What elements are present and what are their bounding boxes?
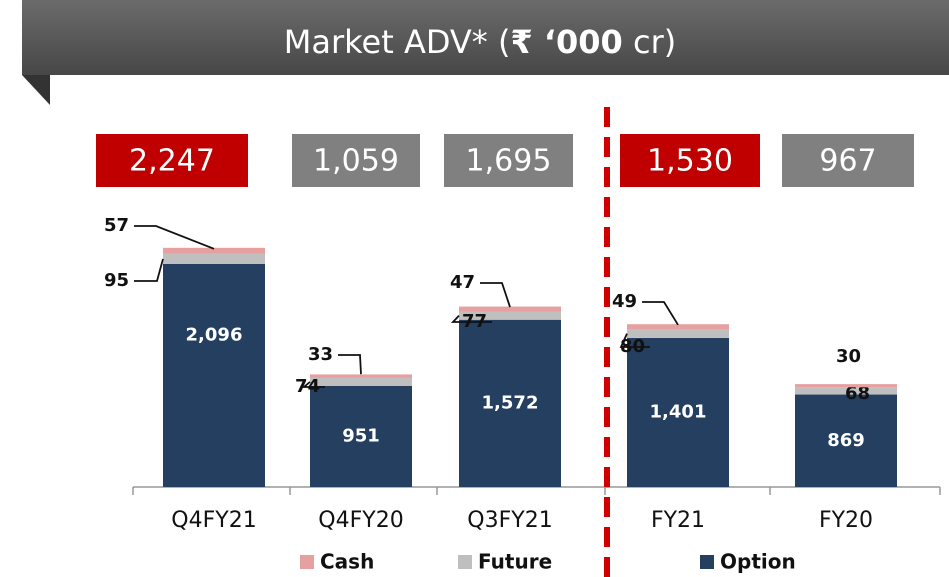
x-tick-label: FY20 bbox=[819, 508, 873, 533]
leader-line bbox=[480, 282, 511, 308]
bar-segment bbox=[163, 263, 265, 487]
leader-line bbox=[642, 301, 679, 326]
chart-title: Market ADV* (₹ ‘000 cr) bbox=[284, 23, 676, 61]
x-tick-label: Q3FY21 bbox=[467, 508, 552, 533]
data-label: 951 bbox=[342, 425, 380, 446]
title-banner bbox=[22, 0, 949, 75]
bar-segment bbox=[627, 329, 729, 338]
x-tick-label: Q4FY20 bbox=[318, 508, 403, 533]
total-label: 2,247 bbox=[129, 144, 215, 179]
bar-segment bbox=[310, 377, 412, 386]
data-label: 1,401 bbox=[650, 401, 707, 422]
data-label: 869 bbox=[827, 430, 865, 451]
x-tick-label: FY21 bbox=[651, 508, 705, 533]
data-label: 57 bbox=[104, 215, 129, 236]
data-label: 95 bbox=[104, 270, 129, 291]
bar-segment bbox=[163, 253, 265, 264]
data-label: 30 bbox=[836, 346, 861, 367]
leader-line bbox=[301, 381, 325, 388]
total-box bbox=[620, 134, 760, 187]
bar-segment bbox=[627, 324, 729, 330]
bar-segment bbox=[795, 387, 897, 395]
leader-line bbox=[619, 333, 650, 348]
bar-segment bbox=[459, 319, 561, 487]
leader-line bbox=[338, 354, 362, 375]
legend-swatch bbox=[700, 555, 714, 569]
bar-segment bbox=[459, 306, 561, 312]
bar-segment bbox=[310, 374, 412, 378]
legend-swatch bbox=[458, 555, 472, 569]
bar-segment bbox=[459, 311, 561, 320]
leader-line bbox=[134, 225, 215, 250]
legend-swatch bbox=[300, 555, 314, 569]
data-label: 49 bbox=[612, 291, 637, 312]
total-label: 967 bbox=[819, 144, 876, 179]
legend-label: Option bbox=[720, 550, 796, 574]
bar-segment bbox=[163, 247, 265, 254]
bar-segment bbox=[795, 384, 897, 388]
data-label: 1,572 bbox=[482, 392, 539, 413]
total-label: 1,695 bbox=[466, 144, 552, 179]
legend-label: Future bbox=[478, 550, 552, 574]
bar-segment bbox=[627, 337, 729, 487]
data-label: 68 bbox=[845, 383, 870, 404]
banner-fold bbox=[22, 75, 50, 105]
total-box bbox=[96, 134, 248, 187]
total-label: 1,530 bbox=[647, 144, 733, 179]
total-box bbox=[292, 134, 420, 187]
leader-line bbox=[450, 315, 492, 323]
x-tick-label: Q4FY21 bbox=[171, 508, 256, 533]
leader-line bbox=[134, 258, 164, 282]
total-label: 1,059 bbox=[313, 144, 399, 179]
total-box bbox=[782, 134, 914, 187]
bar-segment bbox=[310, 385, 412, 487]
bar-segment bbox=[795, 394, 897, 487]
data-label: 47 bbox=[450, 272, 475, 293]
data-label: 2,096 bbox=[186, 324, 243, 345]
legend-label: Cash bbox=[320, 550, 374, 574]
total-box bbox=[444, 134, 573, 187]
data-label: 33 bbox=[308, 344, 333, 365]
